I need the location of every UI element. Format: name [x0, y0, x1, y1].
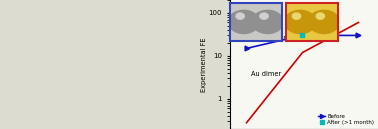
Text: Au dimer: Au dimer	[251, 71, 281, 77]
Text: Ag@Au dimer: Ag@Au dimer	[251, 34, 297, 41]
Legend: Before, After (>1 month): Before, After (>1 month)	[317, 113, 375, 126]
Y-axis label: Experimental FE: Experimental FE	[201, 37, 206, 92]
